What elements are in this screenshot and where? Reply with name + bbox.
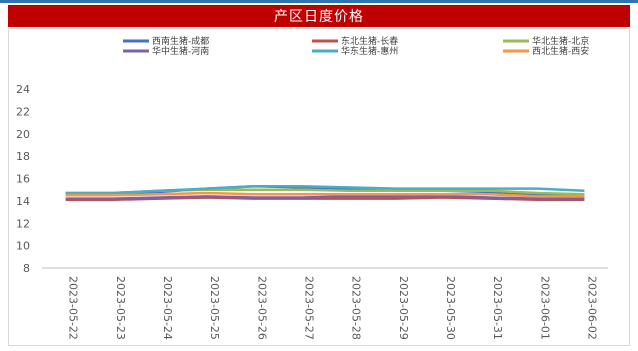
x-tick-label: 2023-05-27 [302, 276, 315, 340]
series-line [65, 191, 585, 198]
x-tick-label: 2023-05-24 [161, 276, 174, 340]
x-tick-label: 2023-05-28 [350, 276, 363, 340]
y-tick-label: 16 [16, 173, 30, 186]
legend-label: 华中生猪-河南 [152, 45, 209, 57]
y-tick-label: 22 [16, 105, 30, 118]
x-tick-label: 2023-05-30 [444, 276, 457, 340]
top-accent-line [0, 0, 638, 3]
x-tick-label: 2023-05-31 [491, 276, 504, 340]
x-tick-label: 2023-05-26 [255, 276, 268, 340]
legend-label: 华北生猪-北京 [532, 35, 589, 47]
legend-label: 西北生猪-西安 [532, 45, 589, 57]
plot-area-border [8, 28, 630, 346]
legend-label: 东北生猪-长春 [341, 35, 398, 47]
legend-label: 华东生猪-惠州 [341, 45, 398, 57]
series-line [65, 195, 585, 200]
legend-label: 西南生猪-成都 [152, 35, 209, 47]
x-tick-label: 2023-05-22 [67, 276, 80, 340]
y-tick-label: 20 [16, 128, 30, 141]
y-tick-label: 12 [16, 217, 30, 230]
y-tick-label: 24 [16, 83, 30, 96]
chart-title: 产区日度价格 [274, 9, 364, 25]
y-tick-label: 8 [23, 262, 30, 275]
chart-title-bar: 产区日度价格 [8, 5, 630, 27]
x-tick-label: 2023-06-02 [585, 276, 598, 340]
x-tick-label: 2023-05-25 [208, 276, 221, 340]
y-tick-label: 14 [16, 195, 30, 208]
series-line [65, 185, 585, 195]
x-tick-label: 2023-05-23 [114, 276, 127, 340]
y-tick-label: 18 [16, 150, 30, 163]
x-tick-label: 2023-06-01 [538, 276, 551, 340]
y-tick-label: 10 [16, 240, 30, 253]
x-tick-label: 2023-05-29 [397, 276, 410, 340]
